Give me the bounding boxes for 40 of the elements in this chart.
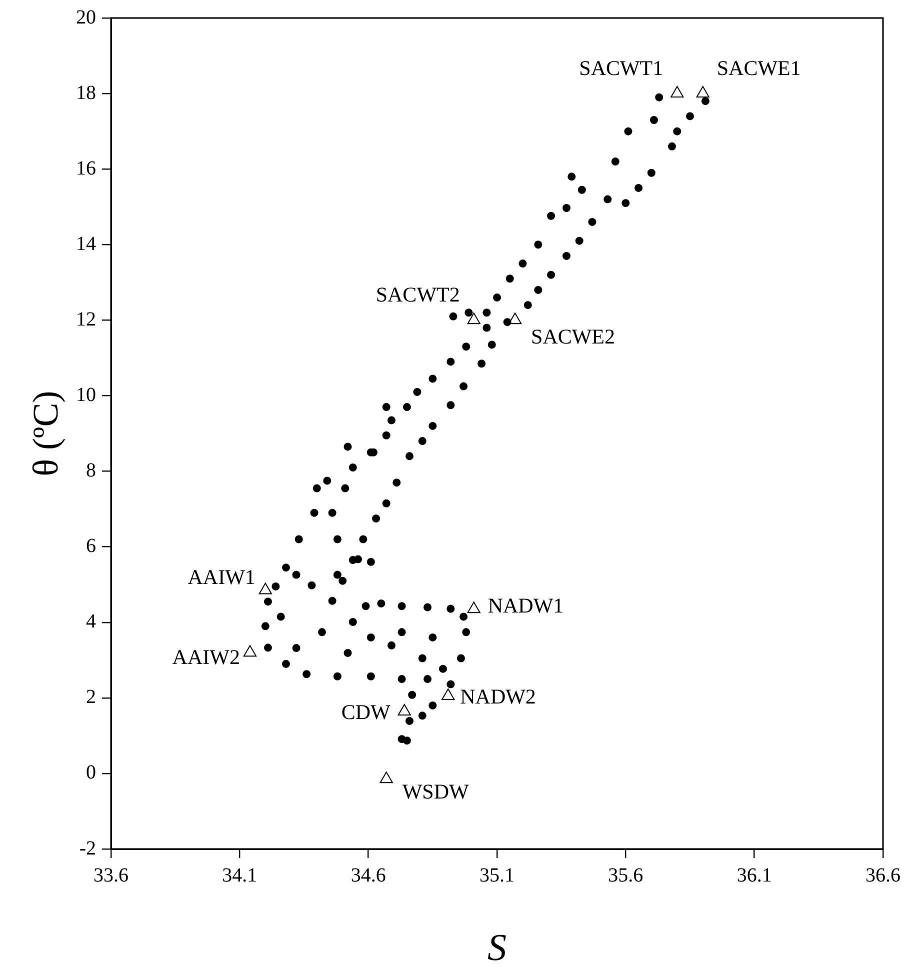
annotation: WSDW — [402, 780, 470, 804]
y-tick-label: 6 — [86, 535, 96, 558]
point — [467, 602, 480, 614]
point — [258, 582, 272, 594]
x-tick-label: 34.6 — [350, 864, 386, 886]
point — [398, 704, 411, 716]
x-axis-title: S — [488, 926, 506, 969]
y-tick-label: -2 — [79, 837, 96, 860]
y-tick-label: 14 — [76, 232, 96, 255]
y-tick-label: 12 — [76, 308, 96, 330]
point — [670, 86, 684, 98]
annotation: SACWT2 — [376, 282, 460, 307]
x-tick-label: 35.6 — [608, 864, 644, 886]
y-tick-label: 2 — [86, 686, 96, 708]
annotation: AAIW1 — [188, 564, 256, 589]
annotation: NADW1 — [488, 594, 564, 618]
y-tick-label: 10 — [76, 384, 96, 406]
point — [467, 312, 480, 324]
y-tick-label: 4 — [86, 610, 96, 633]
annotation: SACWE1 — [716, 56, 801, 80]
y-tick-label: 20 — [76, 6, 96, 28]
point — [380, 772, 393, 784]
annotation: CDW — [341, 700, 391, 724]
annotation: SACWE2 — [531, 324, 616, 349]
point — [442, 688, 455, 700]
point — [243, 645, 257, 657]
y-tick-label: 16 — [76, 157, 96, 180]
y-tick-label: 0 — [86, 762, 96, 784]
annotation: NADW2 — [460, 684, 536, 709]
point — [696, 86, 710, 98]
y-tick-label: 18 — [76, 82, 96, 104]
y-axis-title: θ (ºC) — [25, 390, 66, 476]
annotation: AAIW2 — [172, 645, 240, 670]
x-tick-label: 34.1 — [222, 864, 258, 886]
x-tick-label: 36.6 — [866, 864, 900, 886]
x-tick-label: 33.6 — [94, 864, 128, 886]
x-tick-label: 36.1 — [736, 864, 772, 886]
x-tick-label: 35.1 — [480, 864, 514, 886]
y-tick-label: 8 — [86, 460, 96, 482]
annotation: SACWT1 — [579, 56, 664, 80]
